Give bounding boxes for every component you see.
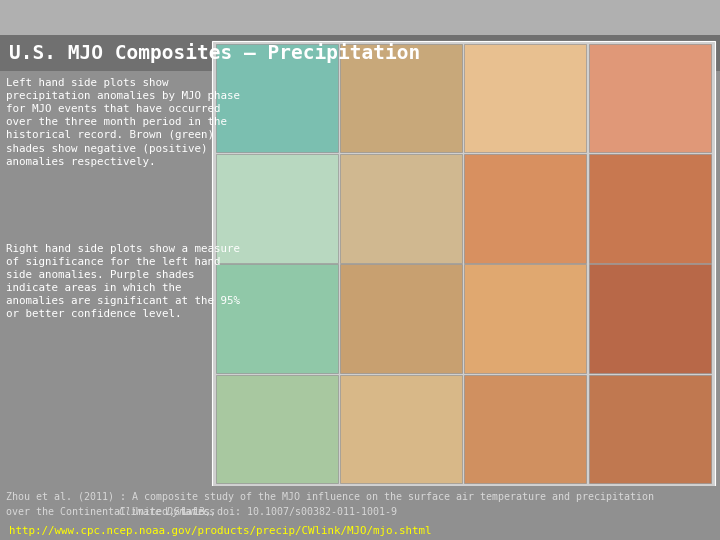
FancyBboxPatch shape <box>212 40 715 486</box>
FancyBboxPatch shape <box>340 44 462 152</box>
FancyBboxPatch shape <box>589 375 711 483</box>
FancyBboxPatch shape <box>340 154 462 263</box>
Text: Zhou et al. (2011) : A composite study of the MJO influence on the surface air t: Zhou et al. (2011) : A composite study o… <box>6 492 654 503</box>
FancyBboxPatch shape <box>216 44 338 152</box>
FancyBboxPatch shape <box>216 375 338 483</box>
Text: , 1-13, doi: 10.1007/s00382-011-1001-9: , 1-13, doi: 10.1007/s00382-011-1001-9 <box>168 507 397 517</box>
FancyBboxPatch shape <box>589 44 711 152</box>
FancyBboxPatch shape <box>464 375 586 483</box>
FancyBboxPatch shape <box>216 265 338 373</box>
FancyBboxPatch shape <box>216 154 338 263</box>
FancyBboxPatch shape <box>340 265 462 373</box>
Text: Left hand side plots show
precipitation anomalies by MJO phase
for MJO events th: Left hand side plots show precipitation … <box>6 78 240 166</box>
FancyBboxPatch shape <box>589 265 711 373</box>
FancyBboxPatch shape <box>0 35 720 71</box>
FancyBboxPatch shape <box>464 154 586 263</box>
FancyBboxPatch shape <box>464 44 586 152</box>
FancyBboxPatch shape <box>340 375 462 483</box>
FancyBboxPatch shape <box>0 0 720 35</box>
Text: over the Continental United States,: over the Continental United States, <box>6 507 222 517</box>
Text: http://www.cpc.ncep.noaa.gov/products/precip/CWlink/MJO/mjo.shtml: http://www.cpc.ncep.noaa.gov/products/pr… <box>9 526 431 537</box>
FancyBboxPatch shape <box>589 154 711 263</box>
Text: U.S. MJO Composites – Precipitation: U.S. MJO Composites – Precipitation <box>9 43 420 63</box>
Text: Right hand side plots show a measure
of significance for the left hand
side anom: Right hand side plots show a measure of … <box>6 244 240 319</box>
FancyBboxPatch shape <box>464 265 586 373</box>
FancyBboxPatch shape <box>0 486 720 540</box>
Text: Climate Dynamics: Climate Dynamics <box>119 507 215 517</box>
